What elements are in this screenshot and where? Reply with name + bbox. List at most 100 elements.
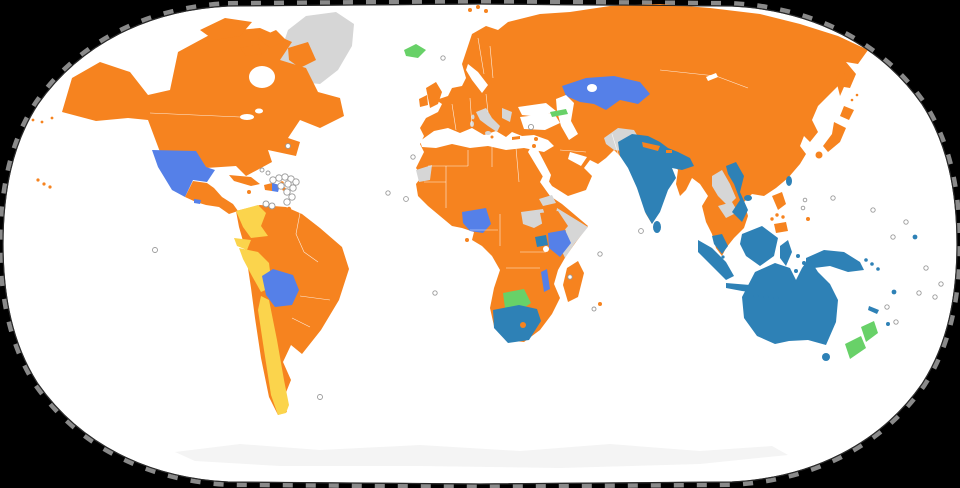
region-malta — [490, 135, 494, 139]
region-kuril-islands — [850, 98, 854, 102]
circle-pacific — [916, 290, 922, 296]
region-borneo — [740, 226, 778, 266]
black-sea — [518, 103, 556, 117]
region-new-zealand-south — [845, 336, 866, 359]
region-lesser-sunda — [763, 295, 769, 299]
region-lebanon — [534, 137, 538, 141]
region-malaysia-peninsula — [712, 234, 728, 254]
circle-pacific — [890, 234, 896, 240]
circle-falklands — [317, 394, 323, 400]
region-philippines-visayas — [775, 213, 779, 217]
region-australia — [742, 258, 838, 345]
circle-pacific — [938, 281, 944, 287]
circle-galapagos — [152, 247, 158, 253]
region-malawi — [541, 269, 550, 292]
region-kuril-islands — [855, 93, 859, 97]
region-new-guinea — [806, 250, 864, 272]
region-japan-hokkaido — [840, 106, 854, 120]
region-mexico — [152, 150, 215, 197]
region-vietnam — [726, 162, 748, 222]
region-maluku — [796, 254, 800, 258]
region-sao-tome — [465, 238, 469, 242]
region-trinidad — [286, 206, 292, 212]
circle-caribbean — [288, 193, 296, 201]
region-new-zealand-north — [861, 321, 878, 342]
circle-caribbean — [283, 188, 291, 196]
circle-seychelles — [597, 251, 603, 257]
region-israel — [532, 144, 536, 148]
region-sumatra — [698, 240, 734, 280]
region-bhutan — [666, 150, 672, 153]
region-canada-arctic-islands — [200, 18, 286, 56]
region-aleutians — [40, 120, 44, 124]
great-lakes-west — [240, 114, 254, 120]
region-eritrea — [539, 195, 556, 206]
persian-gulf — [568, 152, 587, 166]
region-tonga — [886, 322, 890, 326]
region-sicily — [485, 131, 491, 135]
country-border-lines — [149, 37, 749, 328]
lake-baikal — [706, 73, 718, 81]
region-mauritius — [598, 302, 602, 306]
region-sri-lanka — [653, 221, 661, 233]
circle-pacific — [903, 219, 909, 225]
hudson-bay — [249, 66, 275, 88]
circle-caribbean — [277, 182, 285, 190]
circle-caribbean — [275, 174, 283, 182]
region-sakhalin — [836, 68, 847, 96]
region-ireland — [419, 95, 428, 107]
region-south-africa — [493, 305, 541, 343]
lake-victoria — [543, 246, 549, 252]
circle-pacific — [830, 195, 836, 201]
region-central-america — [185, 181, 238, 214]
region-madagascar — [563, 261, 584, 302]
circle-marianas — [802, 197, 808, 203]
region-solomons — [864, 258, 868, 262]
region-kenya — [548, 230, 571, 257]
region-uganda — [535, 235, 548, 247]
caspian-sea — [556, 95, 578, 140]
region-italy — [476, 108, 500, 132]
circle-caribbean — [292, 178, 300, 186]
region-western-sahara — [416, 165, 432, 182]
region-usa-canada — [62, 28, 344, 176]
region-solomons — [876, 267, 880, 271]
no-data-island-circles — [152, 55, 944, 400]
region-cambodia — [718, 202, 738, 218]
region-iceland — [404, 44, 426, 58]
circle-canary — [410, 154, 416, 160]
circle-barbados-outer — [385, 190, 391, 196]
circle-caribbean — [268, 202, 276, 210]
region-marshall-islands — [912, 234, 918, 240]
region-united-kingdom — [426, 82, 442, 108]
region-maluku — [802, 261, 806, 265]
circle-bahamas — [259, 167, 265, 173]
region-philippines-visayas — [770, 217, 774, 221]
region-hawaii — [48, 185, 52, 189]
region-bolivia — [262, 269, 299, 307]
circle-caribbean — [269, 176, 277, 184]
region-lesser-sunda — [753, 294, 759, 298]
region-nepal — [642, 142, 660, 151]
region-antarctica — [175, 444, 788, 468]
region-guam — [806, 217, 810, 221]
region-taiwan — [786, 176, 792, 186]
circle-pacific — [893, 319, 899, 325]
region-svalbard — [476, 5, 480, 9]
region-kazakhstan — [562, 76, 650, 110]
region-new-caledonia — [868, 306, 879, 314]
region-hainan — [744, 195, 752, 201]
circle-caribbean — [281, 173, 289, 181]
circle-bahamas — [265, 170, 271, 176]
region-cuba — [229, 175, 260, 186]
circle-cape-verde — [403, 196, 409, 202]
aral-sea — [587, 84, 597, 92]
region-laos — [712, 170, 736, 206]
circle-cyprus — [527, 123, 535, 131]
region-svalbard — [468, 8, 472, 12]
circle-caribbean — [284, 180, 292, 188]
region-el-salvador — [194, 199, 201, 204]
circle-comoros — [567, 274, 573, 280]
region-lesser-sunda — [773, 296, 779, 300]
